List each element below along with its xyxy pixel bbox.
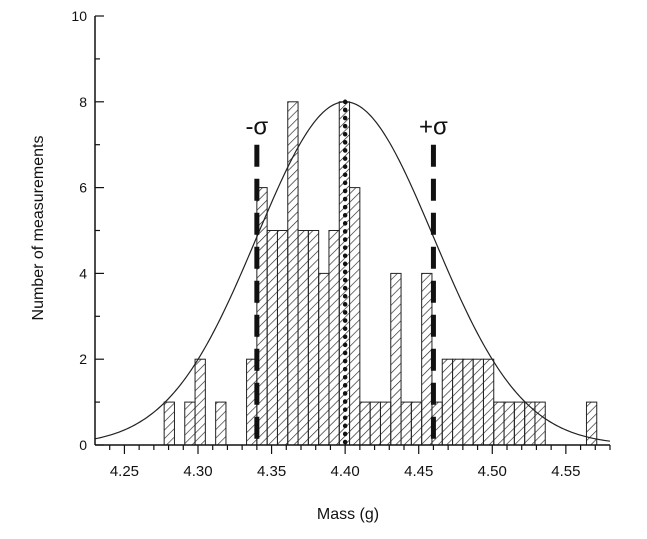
x-ticks-layer: 4.25 4.30 4.35 4.40 4.45 4.50 4.55 bbox=[109, 445, 611, 480]
x-tick-label: 4.55 bbox=[551, 463, 580, 480]
y-tick-label: 0 bbox=[79, 437, 87, 453]
histogram-bar bbox=[482, 358, 495, 446]
y-tick-label: 4 bbox=[79, 265, 87, 281]
sigma-markers-layer: -σ +σ bbox=[245, 99, 448, 448]
sigma-label: +σ bbox=[419, 113, 448, 140]
histogram-bar bbox=[307, 230, 320, 446]
x-tick-label: 4.50 bbox=[478, 463, 507, 480]
histogram-bar bbox=[400, 401, 412, 446]
gaussian-fit-curve bbox=[94, 101, 611, 442]
x-tick-label: 4.35 bbox=[257, 463, 286, 480]
histogram-bar bbox=[297, 230, 309, 446]
histogram-bar bbox=[328, 230, 340, 446]
histogram-bar bbox=[276, 230, 289, 446]
y-ticks-layer: 0 2 4 6 8 10 bbox=[71, 8, 104, 453]
histogram-bar bbox=[421, 272, 433, 446]
histogram-bar bbox=[359, 401, 371, 446]
histogram-bar bbox=[503, 401, 515, 446]
histogram-bar bbox=[534, 401, 546, 446]
histogram-bar bbox=[369, 401, 381, 446]
y-axis-title: Number of measurements bbox=[30, 136, 47, 321]
y-tick-label: 2 bbox=[79, 351, 87, 367]
histogram-bar bbox=[266, 230, 278, 446]
y-tick-label: 8 bbox=[79, 94, 87, 110]
histogram-bar bbox=[524, 401, 536, 446]
histogram-bar bbox=[441, 358, 454, 446]
x-tick-label: 4.45 bbox=[404, 463, 433, 480]
histogram-bar bbox=[410, 401, 423, 446]
histogram-bar bbox=[379, 401, 392, 446]
x-tick-label: 4.25 bbox=[110, 463, 139, 480]
y-tick-label: 10 bbox=[71, 8, 87, 24]
sigma-label: -σ bbox=[245, 113, 268, 140]
histogram-bar bbox=[215, 401, 227, 446]
y-tick-label: 6 bbox=[79, 180, 87, 196]
x-axis-title: Mass (g) bbox=[317, 506, 379, 523]
histogram-bar bbox=[184, 401, 196, 446]
histogram-bar bbox=[472, 358, 484, 446]
histogram-bar bbox=[349, 187, 361, 446]
histogram-bar bbox=[163, 401, 175, 446]
histogram-bar bbox=[194, 358, 206, 446]
histogram-bar bbox=[452, 358, 464, 446]
bars-layer bbox=[163, 101, 598, 446]
histogram-bar bbox=[493, 401, 505, 446]
histogram-bar bbox=[390, 272, 402, 446]
histogram-bar bbox=[287, 101, 299, 446]
x-tick-label: 4.30 bbox=[183, 463, 212, 480]
histogram-bar bbox=[462, 358, 474, 446]
histogram-bar bbox=[513, 401, 526, 446]
histogram-bar bbox=[318, 272, 330, 446]
x-tick-label: 4.40 bbox=[331, 463, 360, 480]
